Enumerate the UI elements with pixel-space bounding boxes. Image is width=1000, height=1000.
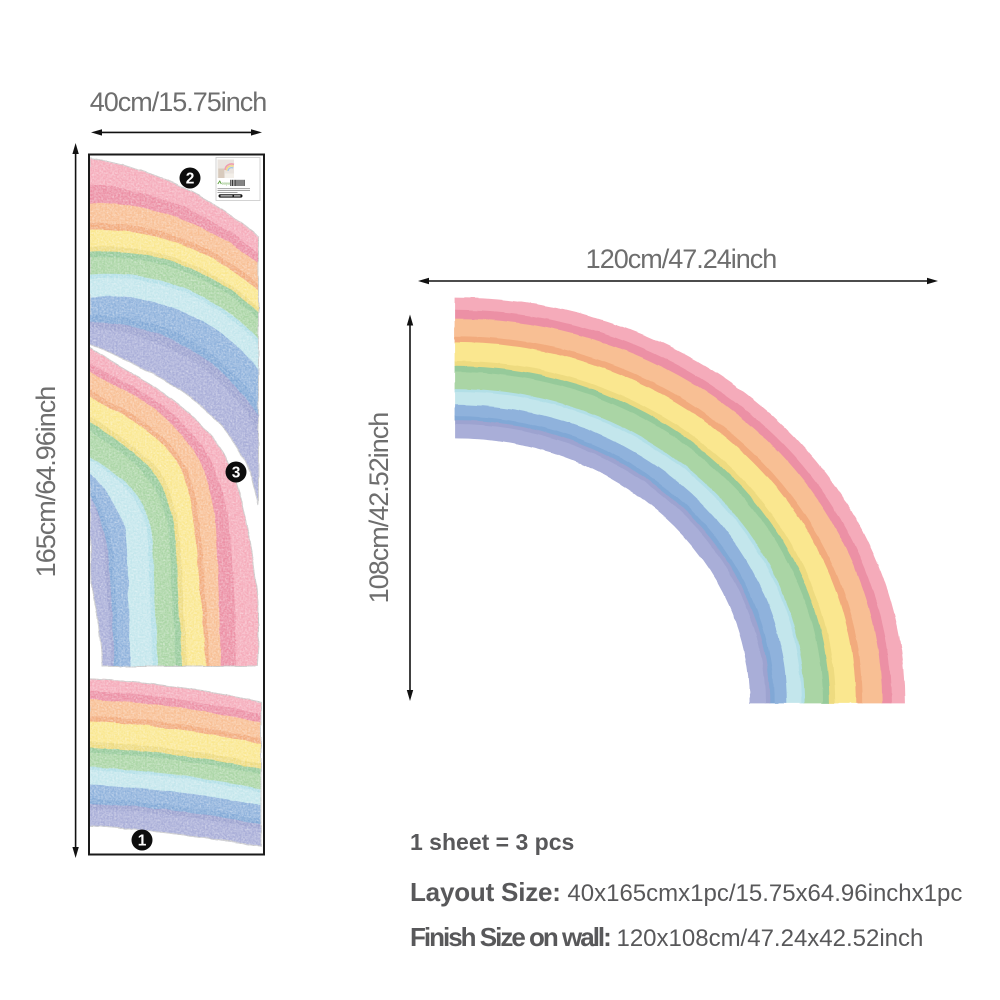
svg-text:ooyu: ooyu bbox=[222, 182, 230, 186]
svg-text:108cm/42.52inch: 108cm/42.52inch bbox=[364, 413, 394, 604]
svg-text:Finish Size on wall: 120x108cm: Finish Size on wall: 120x108cm/47.24x42.… bbox=[410, 922, 923, 952]
svg-text:1 sheet = 3 pcs: 1 sheet = 3 pcs bbox=[410, 829, 574, 855]
svg-text:120cm/47.24inch: 120cm/47.24inch bbox=[586, 244, 777, 274]
svg-text:40cm/15.75inch: 40cm/15.75inch bbox=[90, 87, 267, 117]
svg-text:3: 3 bbox=[232, 465, 241, 482]
svg-text:165cm/64.96inch: 165cm/64.96inch bbox=[31, 387, 61, 578]
svg-text:1: 1 bbox=[138, 833, 147, 850]
svg-text:2: 2 bbox=[186, 171, 195, 188]
svg-text:Layout Size: 40x165cmx1pc/15.7: Layout Size: 40x165cmx1pc/15.75x64.96inc… bbox=[410, 877, 962, 907]
